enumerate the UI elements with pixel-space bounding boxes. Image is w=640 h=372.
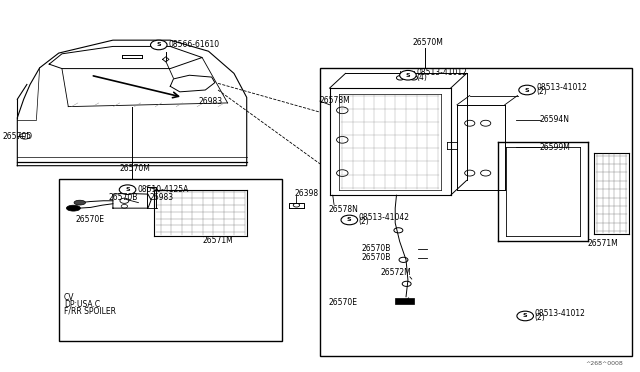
Text: 26570B: 26570B	[108, 193, 138, 202]
Text: S: S	[523, 314, 527, 318]
Circle shape	[341, 215, 358, 225]
Text: 26571M: 26571M	[202, 236, 233, 245]
Text: S: S	[125, 187, 130, 192]
Text: S: S	[525, 87, 529, 93]
Text: S: S	[406, 73, 410, 78]
Text: (4): (4)	[417, 73, 428, 81]
Text: S: S	[156, 42, 161, 48]
Bar	[59, 179, 282, 341]
Text: 26578M: 26578M	[320, 96, 351, 105]
Text: CV: CV	[64, 293, 74, 302]
Text: 08566-61610: 08566-61610	[168, 41, 220, 49]
Text: DP:USA.C: DP:USA.C	[64, 300, 100, 309]
Bar	[395, 298, 414, 304]
Text: 26570M: 26570M	[412, 38, 444, 47]
Text: 08510-4125A: 08510-4125A	[137, 185, 189, 194]
Text: 26578N: 26578N	[329, 205, 359, 215]
Text: 08513-41012: 08513-41012	[534, 308, 585, 318]
Circle shape	[399, 70, 416, 80]
Text: 26571M: 26571M	[588, 239, 618, 248]
Text: 26398: 26398	[294, 189, 319, 198]
Circle shape	[119, 185, 136, 195]
Text: 08513-41042: 08513-41042	[358, 212, 409, 221]
Text: S: S	[347, 218, 351, 222]
Circle shape	[150, 40, 167, 50]
Text: 08513-41012: 08513-41012	[536, 83, 587, 92]
Bar	[320, 68, 632, 356]
Circle shape	[519, 85, 536, 95]
Text: (2): (2)	[536, 87, 547, 96]
Text: ^268^0008: ^268^0008	[585, 361, 623, 366]
Text: 26570B: 26570B	[362, 244, 391, 253]
Text: 08513-41012: 08513-41012	[417, 68, 468, 77]
Text: 26983: 26983	[150, 193, 174, 202]
Text: 26570E: 26570E	[328, 298, 357, 307]
Text: 26599M: 26599M	[540, 143, 571, 152]
Text: 26570M: 26570M	[119, 164, 150, 173]
Text: 26570D: 26570D	[3, 132, 33, 141]
Text: 26570E: 26570E	[76, 215, 104, 224]
Text: 26570B: 26570B	[362, 253, 391, 263]
Circle shape	[517, 311, 534, 321]
Ellipse shape	[74, 200, 86, 205]
Text: 26572M: 26572M	[381, 268, 412, 277]
Text: (2): (2)	[534, 313, 545, 322]
Text: F/RR SPOILER: F/RR SPOILER	[64, 306, 116, 315]
Text: (2): (2)	[358, 217, 369, 226]
Ellipse shape	[67, 205, 81, 211]
Text: 26594N: 26594N	[540, 115, 570, 124]
Text: 26983: 26983	[199, 97, 223, 106]
